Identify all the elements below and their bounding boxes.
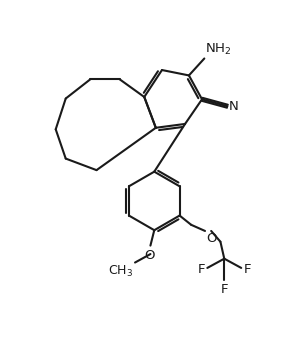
Text: O: O [206,233,216,246]
Text: O: O [144,250,155,262]
Text: F: F [221,283,228,296]
Text: NH$_2$: NH$_2$ [205,42,231,57]
Text: F: F [198,263,205,276]
Text: N: N [229,101,239,113]
Text: F: F [243,263,251,276]
Text: CH$_3$: CH$_3$ [108,264,134,279]
